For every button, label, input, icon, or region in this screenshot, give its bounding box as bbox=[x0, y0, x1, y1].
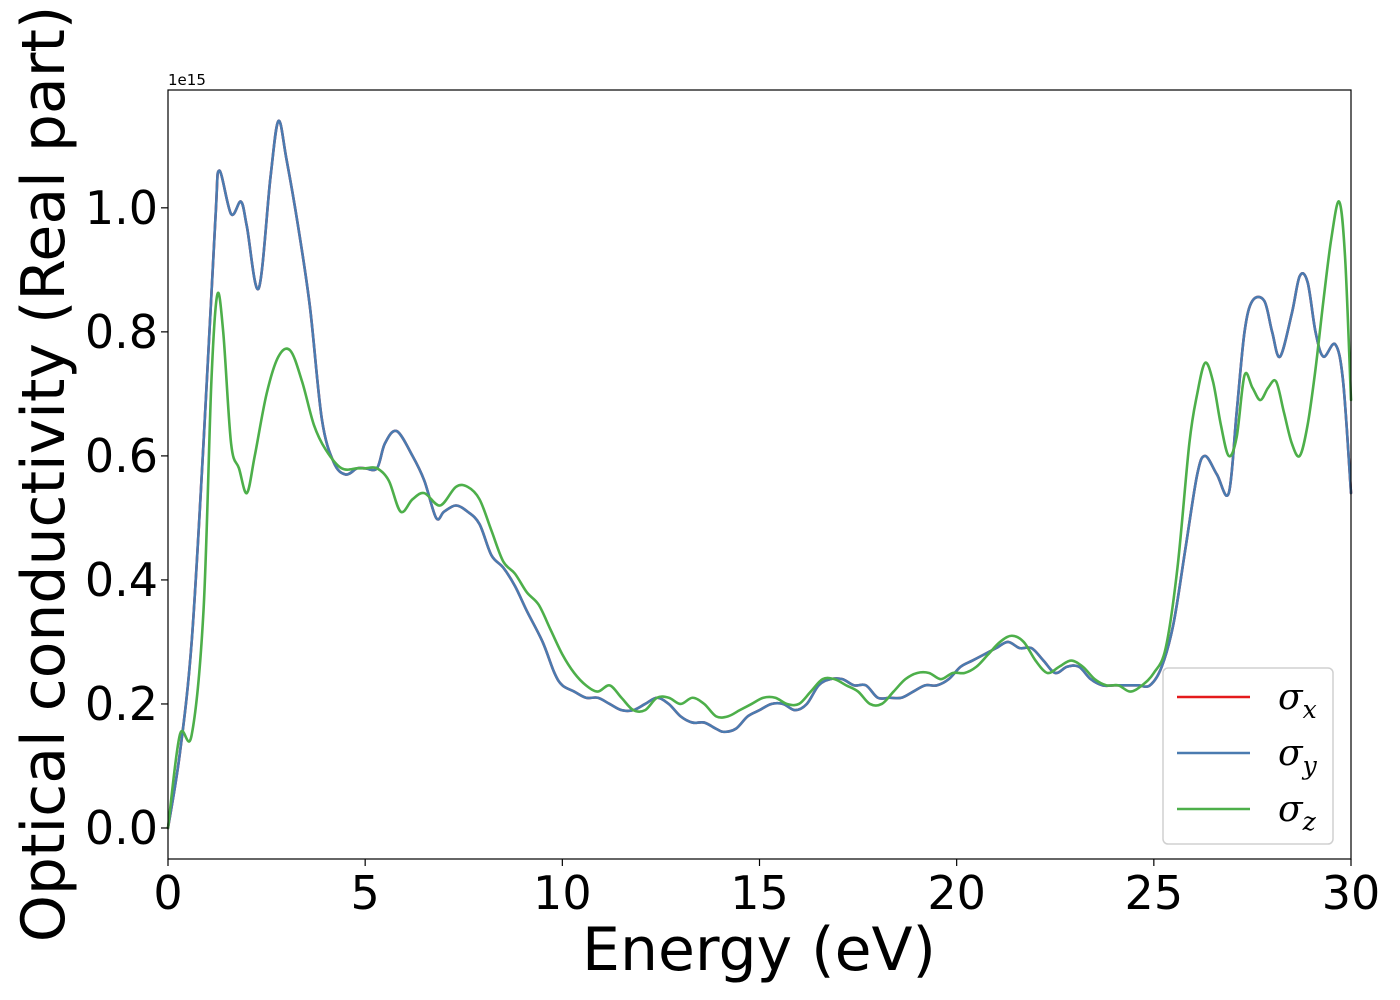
legend-box bbox=[1162, 667, 1334, 845]
y-tick-label: 1.0 bbox=[85, 181, 158, 235]
plot-background bbox=[168, 90, 1351, 859]
x-tick-label: 15 bbox=[730, 866, 789, 920]
y-offset-label: 1e15 bbox=[168, 71, 206, 89]
series-line-y bbox=[166, 119, 1353, 830]
x-tick-label: 0 bbox=[153, 866, 182, 920]
series-layer bbox=[166, 119, 1353, 830]
y-tick-label: 0.0 bbox=[85, 801, 158, 855]
legend-label-x: σx bbox=[1278, 677, 1317, 724]
legend-label-z: σz bbox=[1278, 789, 1317, 836]
y-tick-label: 0.8 bbox=[85, 305, 158, 359]
legend-label-y: σy bbox=[1278, 733, 1318, 780]
x-tick-label: 10 bbox=[533, 866, 592, 920]
y-tick-label: 0.6 bbox=[85, 429, 158, 483]
series-line-z bbox=[166, 200, 1353, 830]
x-axis: 0 5 10 15 20 25 30 bbox=[153, 859, 1380, 920]
legend: σx σy σz bbox=[1162, 667, 1334, 845]
y-axis-label: Optical conductivity (Real part) bbox=[9, 6, 79, 943]
x-tick-label: 5 bbox=[351, 866, 380, 920]
x-tick-label: 25 bbox=[1125, 866, 1184, 920]
x-tick-label: 30 bbox=[1322, 866, 1381, 920]
y-tick-label: 0.2 bbox=[85, 677, 158, 731]
y-tick-label: 0.4 bbox=[85, 553, 158, 607]
x-tick-label: 20 bbox=[927, 866, 986, 920]
x-axis-label: Energy (eV) bbox=[582, 915, 936, 985]
y-axis: 0.0 0.2 0.4 0.6 0.8 1.0 bbox=[85, 181, 168, 855]
